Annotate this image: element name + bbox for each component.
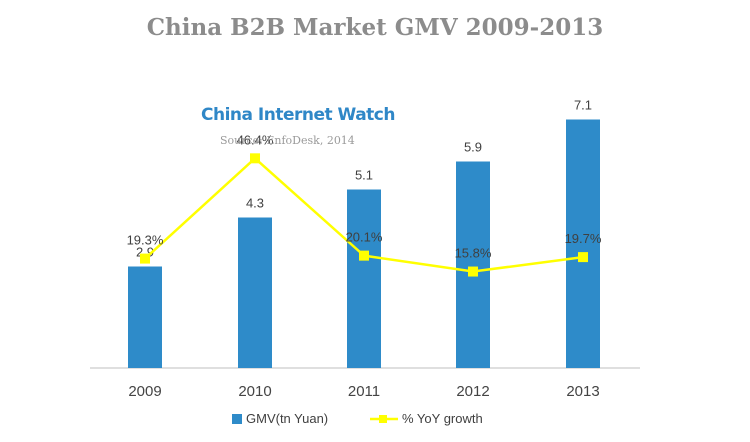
growth-marker-2012	[468, 266, 478, 277]
growth-marker-2013	[578, 252, 588, 263]
bar-2011	[347, 189, 381, 368]
growth-label-2010: 46.4%	[237, 132, 274, 147]
legend-label-gmv: GMV(tn Yuan)	[246, 411, 328, 426]
x-tick-2011: 2011	[348, 383, 380, 400]
legend-swatch-gmv	[232, 414, 242, 424]
x-tick-2013: 2013	[566, 383, 599, 400]
growth-label-2013: 19.7%	[565, 231, 602, 246]
watermark: China Internet Watch	[201, 105, 395, 125]
growth-label-2009: 19.3%	[127, 233, 164, 248]
x-tick-2012: 2012	[456, 383, 489, 400]
chart-title: China B2B Market GMV 2009-2013	[146, 14, 604, 41]
bar-2010	[238, 217, 272, 368]
source-note: Source: EnfoDesk, 2014	[220, 134, 355, 147]
bar-2013	[566, 119, 600, 368]
growth-marker-2009	[140, 253, 150, 264]
growth-marker-2010	[250, 153, 260, 164]
bar-2009	[128, 266, 162, 368]
bar-label-2010: 4.3	[246, 196, 264, 211]
bar-label-2012: 5.9	[464, 140, 482, 155]
x-tick-2009: 2009	[128, 383, 161, 400]
bar-label-2013: 7.1	[574, 98, 592, 113]
growth-label-2012: 15.8%	[455, 246, 492, 261]
bar-label-2011: 5.1	[355, 168, 373, 183]
legend-marker-growth	[379, 415, 387, 423]
growth-marker-2011	[359, 250, 369, 261]
x-tick-2010: 2010	[238, 383, 271, 400]
growth-label-2011: 20.1%	[346, 230, 383, 245]
legend-label-growth: % YoY growth	[402, 411, 483, 426]
bar-2012	[456, 161, 490, 368]
